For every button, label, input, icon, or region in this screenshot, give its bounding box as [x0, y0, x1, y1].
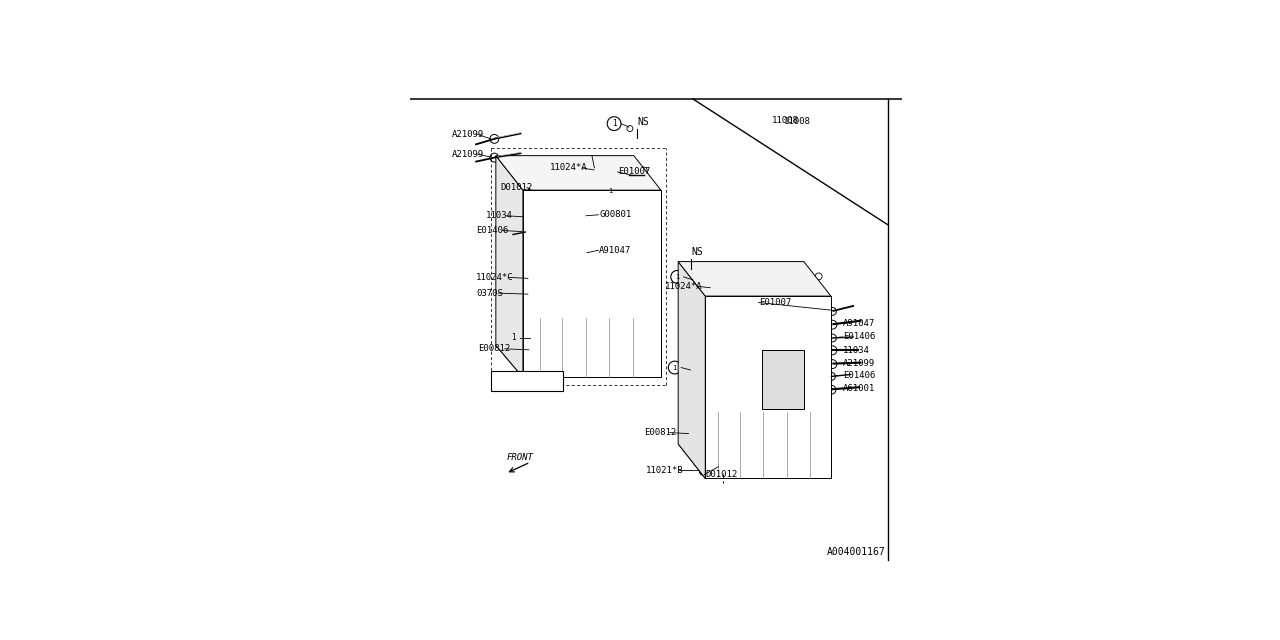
- Text: 1: 1: [672, 365, 677, 371]
- Text: 11024*C: 11024*C: [476, 273, 513, 282]
- Text: G00801: G00801: [599, 211, 631, 220]
- Text: A91047: A91047: [599, 246, 631, 255]
- Text: D01012: D01012: [500, 183, 532, 192]
- Text: E00812: E00812: [479, 344, 511, 353]
- Text: NS: NS: [637, 117, 649, 127]
- Polygon shape: [495, 156, 660, 190]
- Polygon shape: [495, 346, 660, 378]
- Text: E01406: E01406: [844, 371, 876, 380]
- Polygon shape: [678, 444, 831, 479]
- Text: A21099: A21099: [844, 358, 876, 367]
- Text: 11024*B: 11024*B: [507, 377, 545, 386]
- Text: E01406: E01406: [476, 226, 508, 235]
- Polygon shape: [678, 262, 705, 479]
- Text: 11008: 11008: [785, 116, 812, 125]
- Polygon shape: [495, 156, 524, 378]
- Text: 11024*A: 11024*A: [664, 282, 703, 291]
- Polygon shape: [678, 262, 831, 296]
- Text: A21099: A21099: [452, 130, 484, 139]
- Text: D01012: D01012: [705, 470, 737, 479]
- Text: 1: 1: [608, 188, 613, 194]
- Text: 11034: 11034: [486, 211, 513, 220]
- Text: E01007: E01007: [618, 168, 650, 177]
- Text: 1: 1: [675, 274, 680, 280]
- Text: 1: 1: [511, 333, 516, 342]
- Text: E01007: E01007: [759, 298, 792, 307]
- Text: 11034: 11034: [844, 346, 870, 355]
- Text: 11021*B: 11021*B: [646, 465, 684, 474]
- Text: E01406: E01406: [844, 333, 876, 342]
- Text: FRONT: FRONT: [507, 452, 534, 461]
- Polygon shape: [705, 296, 831, 479]
- FancyBboxPatch shape: [492, 371, 563, 391]
- Text: A91047: A91047: [844, 319, 876, 328]
- Text: 11024*A: 11024*A: [550, 163, 588, 172]
- Text: 1: 1: [612, 119, 617, 128]
- Text: 1: 1: [497, 377, 502, 386]
- Polygon shape: [524, 190, 660, 378]
- Polygon shape: [762, 350, 804, 410]
- Text: A004001167: A004001167: [827, 547, 886, 557]
- Text: NS: NS: [691, 247, 703, 257]
- Text: A61001: A61001: [844, 384, 876, 393]
- Text: 0370S: 0370S: [476, 289, 503, 298]
- Text: 11008: 11008: [772, 116, 799, 125]
- Text: A21099: A21099: [452, 150, 484, 159]
- Text: E00812: E00812: [644, 428, 676, 437]
